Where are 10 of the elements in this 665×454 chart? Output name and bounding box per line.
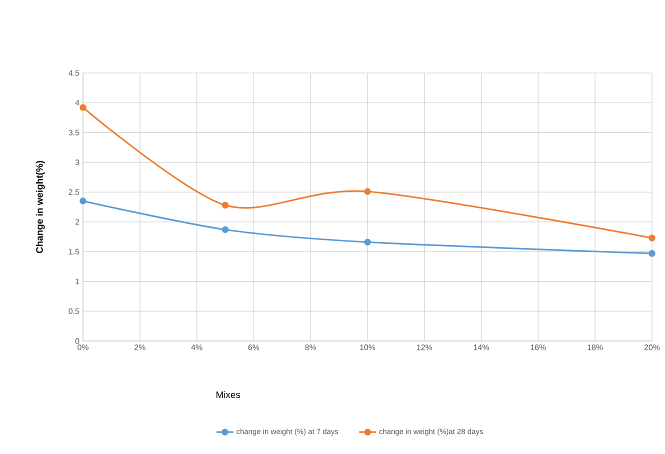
point [80,104,86,111]
point [364,188,371,195]
point [222,202,229,209]
point [80,198,86,204]
point [648,234,656,242]
y-axis-title: Change in weight(%) [36,160,45,254]
x-axis-title: Mixes [216,391,240,398]
point [648,250,656,257]
point [364,238,371,246]
point [222,226,229,234]
